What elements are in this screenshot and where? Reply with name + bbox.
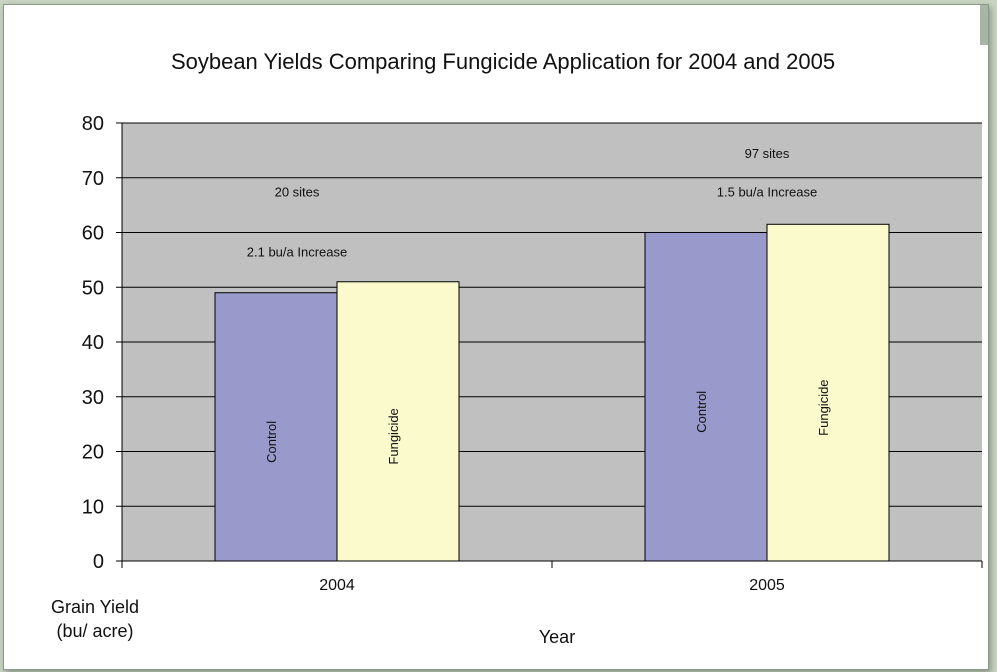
x-tick-label: 2004 (319, 577, 355, 594)
y-axis-title-line2: (bu/ acre) (56, 621, 133, 641)
bar-control-2005 (644, 232, 768, 562)
bar-label-control-2004: Control (264, 421, 279, 463)
annotation: 1.5 bu/a Increase (717, 184, 817, 199)
y-tick-label: 0 (93, 551, 104, 573)
bar-control-2004 (214, 292, 338, 562)
y-tick-label: 10 (82, 496, 104, 518)
x-axis-title: Year (539, 627, 575, 647)
y-tick-label: 50 (82, 277, 104, 299)
y-tick-label: 80 (82, 113, 104, 135)
y-axis-title-line1: Grain Yield (51, 597, 139, 617)
annotation: 97 sites (745, 146, 790, 161)
chart-title: Soybean Yields Comparing Fungicide Appli… (171, 49, 835, 74)
annotation: 20 sites (275, 184, 320, 199)
y-tick-label: 30 (82, 387, 104, 409)
y-tick-label: 40 (82, 332, 104, 354)
annotation: 2.1 bu/a Increase (247, 245, 347, 260)
bar-fungicide-2005 (766, 223, 890, 562)
bar-label-control-2005: Control (694, 391, 709, 433)
y-tick-label: 20 (82, 442, 104, 464)
y-tick-label: 70 (82, 168, 104, 190)
bar-label-fungicide-2005: Fungicide (816, 379, 831, 435)
x-tick-label: 2005 (749, 577, 785, 594)
bar-label-fungicide-2004: Fungicide (386, 408, 401, 464)
y-tick-label: 60 (82, 223, 104, 245)
bar-fungicide-2004 (336, 281, 460, 562)
scrollbar-strip (980, 5, 988, 45)
